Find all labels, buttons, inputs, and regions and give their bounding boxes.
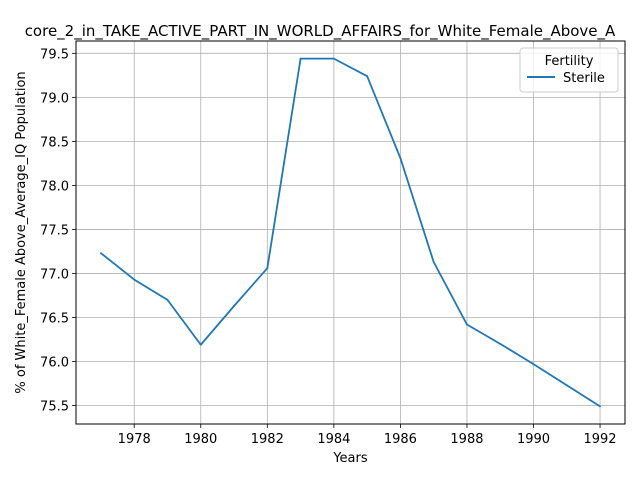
- data-point: [366, 75, 369, 78]
- legend-box: [519, 47, 619, 93]
- data-point: [266, 267, 269, 270]
- data-point: [565, 384, 568, 387]
- x-tick-label: 1992: [583, 432, 616, 447]
- series-layer: [100, 57, 601, 408]
- chart-title: core_2_in_TAKE_ACTIVE_PART_IN_WORLD_AFFA…: [25, 22, 616, 41]
- data-point: [133, 278, 136, 281]
- grid: [76, 41, 625, 424]
- data-point: [332, 57, 335, 60]
- data-point: [432, 261, 435, 263]
- x-axis-label: Years: [332, 451, 368, 466]
- series-line-sterile: [100, 57, 601, 408]
- x-tick-label: 1990: [517, 432, 550, 447]
- y-tick-label: 78.5: [40, 135, 69, 150]
- y-axis-label: % of White_Female Above_Average_IQ Popul…: [14, 71, 29, 393]
- plot-frame: [75, 40, 626, 425]
- y-tick-label: 76.0: [40, 355, 69, 370]
- legend-title: Fertility: [545, 54, 594, 69]
- y-axis-ticks: 75.5 76.0 76.5 77.0 77.5 78.0 78.5 79.0 79.5: [40, 47, 76, 415]
- y-tick-label: 76.5: [40, 311, 69, 326]
- x-tick-label: 1988: [450, 432, 483, 447]
- data-point: [299, 57, 302, 60]
- legend: Fertility Sterile: [519, 47, 619, 93]
- data-point: [499, 342, 502, 345]
- y-tick-label: 79.0: [40, 91, 69, 106]
- x-axis-ticks: 1978 1980 1982 1984 1986 1988 1990 1992: [118, 424, 617, 447]
- data-point: [399, 157, 402, 160]
- x-tick-label: 1982: [251, 432, 284, 447]
- y-tick-label: 77.5: [40, 223, 69, 238]
- data-point: [532, 363, 535, 366]
- x-tick-label: 1984: [317, 432, 350, 447]
- x-tick-label: 1978: [118, 432, 151, 447]
- data-point: [166, 298, 169, 301]
- legend-label-sterile: Sterile: [563, 71, 605, 86]
- y-tick-label: 77.0: [40, 267, 69, 282]
- data-point: [233, 305, 235, 307]
- y-tick-label: 75.5: [40, 400, 69, 415]
- data-point: [466, 323, 468, 326]
- x-tick-label: 1980: [184, 432, 217, 447]
- data-point: [199, 343, 202, 346]
- data-point: [100, 252, 102, 255]
- x-tick-label: 1986: [384, 432, 417, 447]
- y-tick-label: 78.0: [40, 179, 69, 194]
- y-tick-label: 79.5: [40, 47, 69, 62]
- data-point: [599, 405, 601, 408]
